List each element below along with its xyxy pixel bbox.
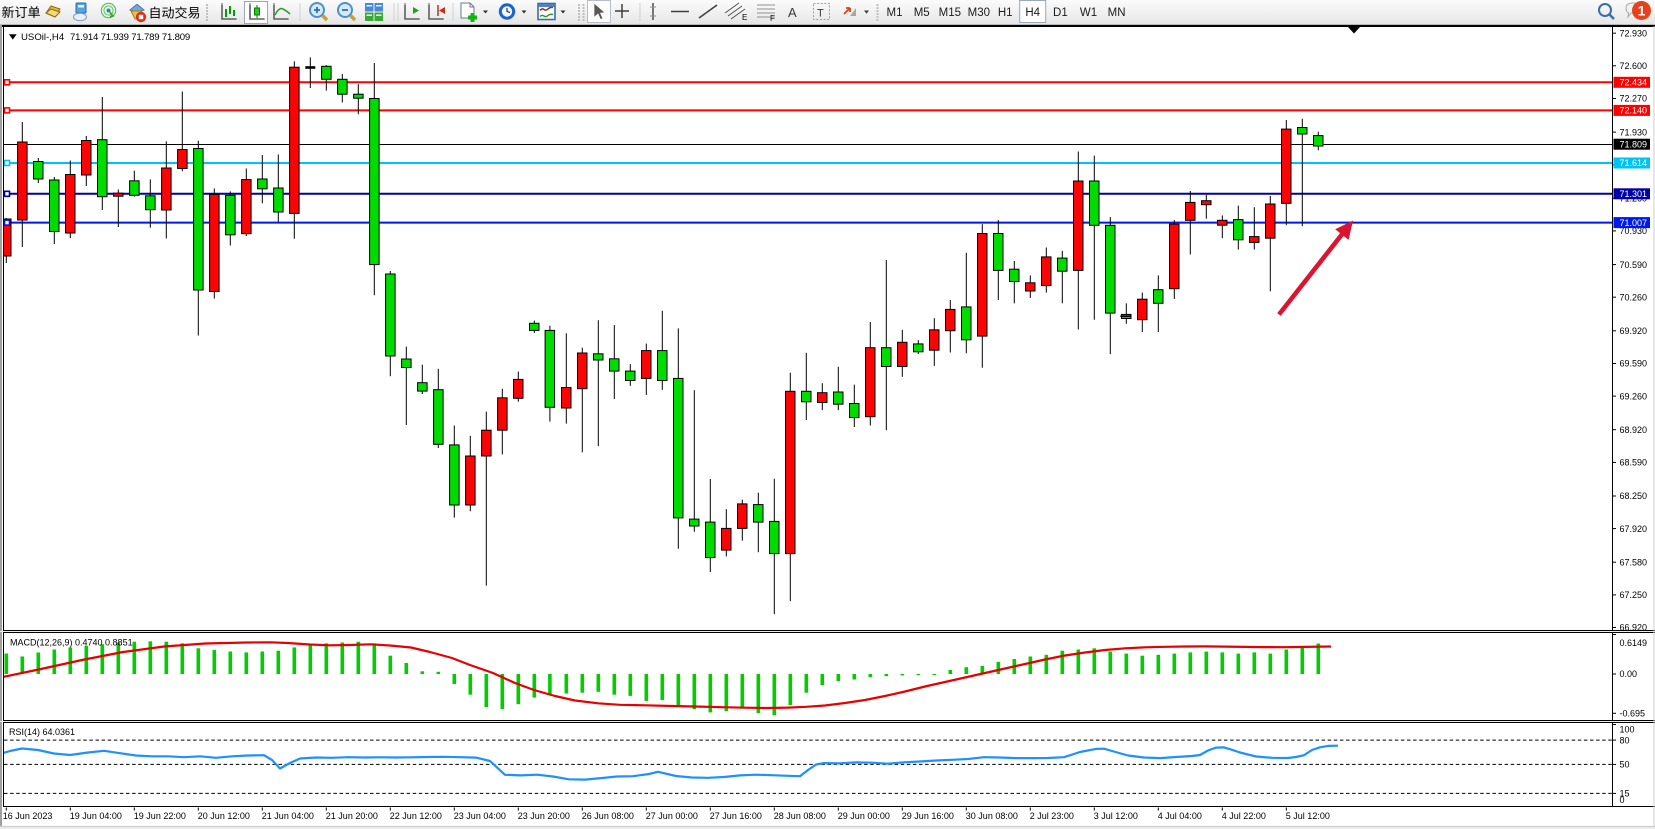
svg-text:21 Jun 20:00: 21 Jun 20:00: [326, 811, 378, 821]
svg-text:72.434: 72.434: [1620, 78, 1648, 88]
svg-text:50: 50: [1620, 760, 1630, 770]
svg-text:M1: M1: [887, 7, 903, 19]
svg-text:26 Jun 08:00: 26 Jun 08:00: [582, 811, 634, 821]
svg-text:71.914 71.939 71.789 71.809: 71.914 71.939 71.789 71.809: [70, 32, 190, 43]
svg-text:E: E: [742, 13, 747, 22]
svg-text:69.260: 69.260: [1620, 391, 1648, 401]
svg-text:-0.695: -0.695: [1620, 709, 1646, 719]
svg-text:4 Jul 22:00: 4 Jul 22:00: [1222, 811, 1266, 821]
svg-text:72.930: 72.930: [1620, 28, 1648, 38]
svg-text:2 Jul 23:00: 2 Jul 23:00: [1030, 811, 1074, 821]
svg-text:68.250: 68.250: [1620, 491, 1648, 501]
svg-text:23 Jun 04:00: 23 Jun 04:00: [454, 811, 506, 821]
svg-text:4 Jul 04:00: 4 Jul 04:00: [1158, 811, 1202, 821]
svg-text:71.301: 71.301: [1620, 189, 1648, 199]
svg-text:M5: M5: [914, 7, 930, 19]
svg-text:USOil-,H4: USOil-,H4: [21, 32, 65, 43]
svg-text:D1: D1: [1053, 7, 1068, 19]
svg-text:30 Jun 08:00: 30 Jun 08:00: [966, 811, 1018, 821]
svg-text:21 Jun 04:00: 21 Jun 04:00: [262, 811, 314, 821]
svg-text:69.920: 69.920: [1620, 326, 1648, 336]
svg-text:68.590: 68.590: [1620, 458, 1648, 468]
svg-text:19 Jun 22:00: 19 Jun 22:00: [134, 811, 186, 821]
svg-text:A: A: [788, 5, 797, 20]
svg-text:19 Jun 04:00: 19 Jun 04:00: [70, 811, 122, 821]
svg-text:MACD(12,26,9) 0.4740 0.8851: MACD(12,26,9) 0.4740 0.8851: [10, 638, 133, 648]
svg-text:68.920: 68.920: [1620, 425, 1648, 435]
svg-text:0: 0: [1620, 795, 1625, 805]
svg-text:70.590: 70.590: [1620, 260, 1648, 270]
svg-text:RSI(14) 64.0361: RSI(14) 64.0361: [9, 727, 75, 737]
svg-text:67.580: 67.580: [1620, 557, 1648, 567]
svg-text:71.809: 71.809: [1620, 139, 1648, 149]
svg-text:29 Jun 00:00: 29 Jun 00:00: [838, 811, 890, 821]
svg-text:1: 1: [1638, 3, 1646, 19]
svg-text:20 Jun 12:00: 20 Jun 12:00: [198, 811, 250, 821]
svg-text:71.930: 71.930: [1620, 127, 1648, 137]
svg-text:71.614: 71.614: [1620, 158, 1648, 168]
svg-text:29 Jun 16:00: 29 Jun 16:00: [902, 811, 954, 821]
svg-text:69.590: 69.590: [1620, 359, 1648, 369]
svg-text:15: 15: [1620, 789, 1630, 799]
svg-text:F: F: [770, 14, 775, 23]
svg-text:T: T: [817, 8, 824, 20]
svg-text:72.140: 72.140: [1620, 106, 1648, 116]
svg-text:80: 80: [1620, 736, 1630, 746]
svg-text:MN: MN: [1108, 7, 1126, 19]
svg-text:0.6149: 0.6149: [1620, 638, 1648, 648]
svg-text:66.920: 66.920: [1620, 623, 1648, 633]
svg-text:16 Jun 2023: 16 Jun 2023: [3, 811, 53, 821]
svg-text:72.270: 72.270: [1620, 94, 1648, 104]
svg-text:3 Jul 12:00: 3 Jul 12:00: [1094, 811, 1138, 821]
svg-text:H4: H4: [1025, 7, 1040, 19]
svg-text:70.930: 70.930: [1620, 226, 1648, 236]
svg-text:27 Jun 00:00: 27 Jun 00:00: [646, 811, 698, 821]
svg-text:71.007: 71.007: [1620, 218, 1648, 228]
svg-text:22 Jun 12:00: 22 Jun 12:00: [390, 811, 442, 821]
svg-text:5 Jul 12:00: 5 Jul 12:00: [1286, 811, 1330, 821]
svg-text:72.600: 72.600: [1620, 61, 1648, 71]
svg-text:H1: H1: [998, 7, 1013, 19]
svg-text:W1: W1: [1080, 7, 1097, 19]
svg-text:M30: M30: [968, 7, 990, 19]
svg-text:28 Jun 08:00: 28 Jun 08:00: [774, 811, 826, 821]
svg-text:100: 100: [1620, 725, 1635, 735]
svg-text:0.00: 0.00: [1620, 669, 1638, 679]
svg-text:23 Jun 20:00: 23 Jun 20:00: [518, 811, 570, 821]
svg-text:M15: M15: [939, 7, 961, 19]
svg-text:27 Jun 16:00: 27 Jun 16:00: [710, 811, 762, 821]
svg-text:70.260: 70.260: [1620, 292, 1648, 302]
svg-text:67.250: 67.250: [1620, 590, 1648, 600]
svg-text:67.920: 67.920: [1620, 524, 1648, 534]
